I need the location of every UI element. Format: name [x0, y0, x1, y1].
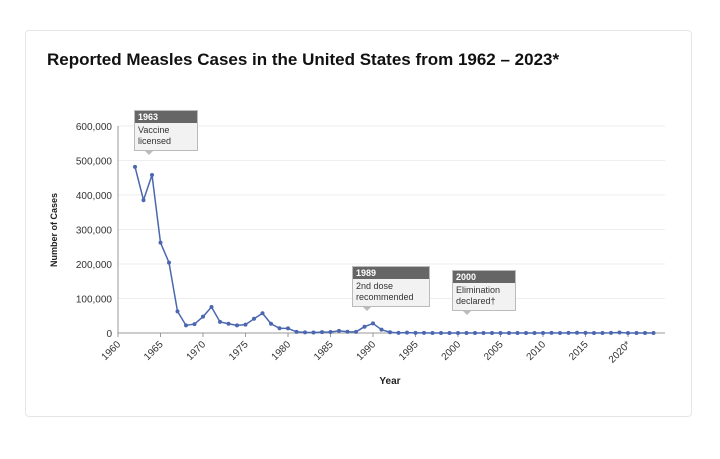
data-point [294, 329, 299, 334]
y-tick-label: 500,000 [76, 157, 113, 168]
x-tick-label: 1980 [270, 339, 294, 363]
chart-card [25, 30, 692, 417]
data-point [158, 240, 163, 245]
data-point [184, 323, 188, 328]
data-point [490, 330, 494, 335]
data-point [592, 330, 596, 335]
data-point [447, 330, 452, 335]
x-tick-label: 1960 [100, 339, 124, 363]
data-point [286, 326, 290, 331]
x-axis-label: Year [379, 376, 400, 387]
chart-title: Reported Measles Cases in the United Sta… [47, 50, 560, 69]
data-point [218, 319, 222, 324]
annotation-second-dose: 1989 2nd dose recommended [352, 266, 430, 311]
data-point [235, 323, 239, 328]
data-point [379, 327, 384, 332]
y-tick-label: 100,000 [76, 295, 113, 306]
x-tick-label: 2020* [607, 339, 633, 365]
data-point [634, 330, 639, 335]
x-tick-label: 1975 [227, 339, 251, 363]
data-point [328, 330, 333, 335]
data-point [371, 321, 375, 326]
data-point [413, 330, 418, 335]
data-point [201, 314, 205, 319]
data-point [643, 330, 647, 335]
x-tick-label: 1965 [142, 339, 166, 363]
data-point [541, 330, 545, 335]
data-point [226, 321, 231, 326]
data-point [626, 330, 630, 335]
x-tick-label: 1995 [397, 339, 421, 363]
data-point [405, 330, 409, 335]
data-point [320, 330, 324, 335]
data-point [277, 326, 282, 331]
data-point [422, 330, 426, 335]
data-point [524, 330, 528, 335]
data-point [141, 198, 146, 203]
data-point [566, 330, 571, 335]
data-point [192, 322, 197, 327]
data-point [609, 330, 613, 335]
y-tick-label: 600,000 [76, 122, 113, 133]
data-point [515, 330, 520, 335]
data-point [464, 330, 469, 335]
y-tick-label: 200,000 [76, 260, 113, 271]
x-tick-label: 1985 [312, 339, 336, 363]
data-point [209, 305, 214, 310]
data-point [583, 330, 588, 335]
y-tick-label: 400,000 [76, 191, 113, 202]
data-point [532, 330, 537, 335]
annotation-year: 1963 [135, 111, 197, 123]
data-point [362, 324, 367, 329]
x-tick-label: 2015 [567, 339, 591, 363]
data-point [617, 330, 622, 335]
data-point [600, 330, 605, 335]
annotation-text: declared† [456, 296, 496, 306]
data-point [252, 316, 256, 321]
data-point [354, 329, 358, 334]
data-point [430, 330, 435, 335]
data-point [269, 321, 273, 326]
data-point [575, 330, 579, 335]
y-tick-label: 0 [106, 329, 112, 340]
data-point [507, 330, 511, 335]
data-point [175, 309, 180, 314]
annotation-text: recommended [356, 292, 414, 302]
annotation-text: Elimination [456, 285, 501, 295]
data-point [260, 311, 265, 316]
y-tick-label: 300,000 [76, 226, 113, 237]
annotation-text: licensed [138, 136, 172, 146]
annotation-elimination: 2000 Elimination declared† [452, 270, 516, 315]
y-axis-label: Number of Cases [49, 193, 59, 267]
x-tick-label: 1990 [355, 339, 379, 363]
annotation-vaccine-licensed: 1963 Vaccine licensed [134, 110, 198, 155]
data-point [303, 330, 307, 335]
data-point [558, 330, 562, 335]
data-point [243, 322, 248, 327]
data-point [481, 330, 486, 335]
annotation-year: 2000 [453, 271, 515, 283]
data-point [345, 329, 350, 334]
x-tick-label: 2010 [525, 339, 549, 363]
x-tick-label: 1970 [185, 339, 209, 363]
annotation-text: Vaccine [138, 125, 170, 135]
annotation-year: 1989 [353, 267, 429, 279]
data-point [456, 330, 460, 335]
data-point [549, 330, 554, 335]
data-point [473, 330, 477, 335]
data-point [396, 330, 401, 335]
data-point [150, 172, 154, 177]
data-point [498, 330, 503, 335]
data-point [311, 330, 316, 335]
data-point [439, 330, 443, 335]
data-point [167, 260, 171, 265]
data-point [337, 328, 341, 333]
annotation-text: 2nd dose [356, 281, 394, 291]
data-point [388, 330, 392, 335]
data-point [651, 330, 656, 335]
x-tick-label: 2005 [482, 339, 506, 363]
x-tick-label: 2000 [440, 339, 464, 363]
data-point [133, 164, 137, 169]
